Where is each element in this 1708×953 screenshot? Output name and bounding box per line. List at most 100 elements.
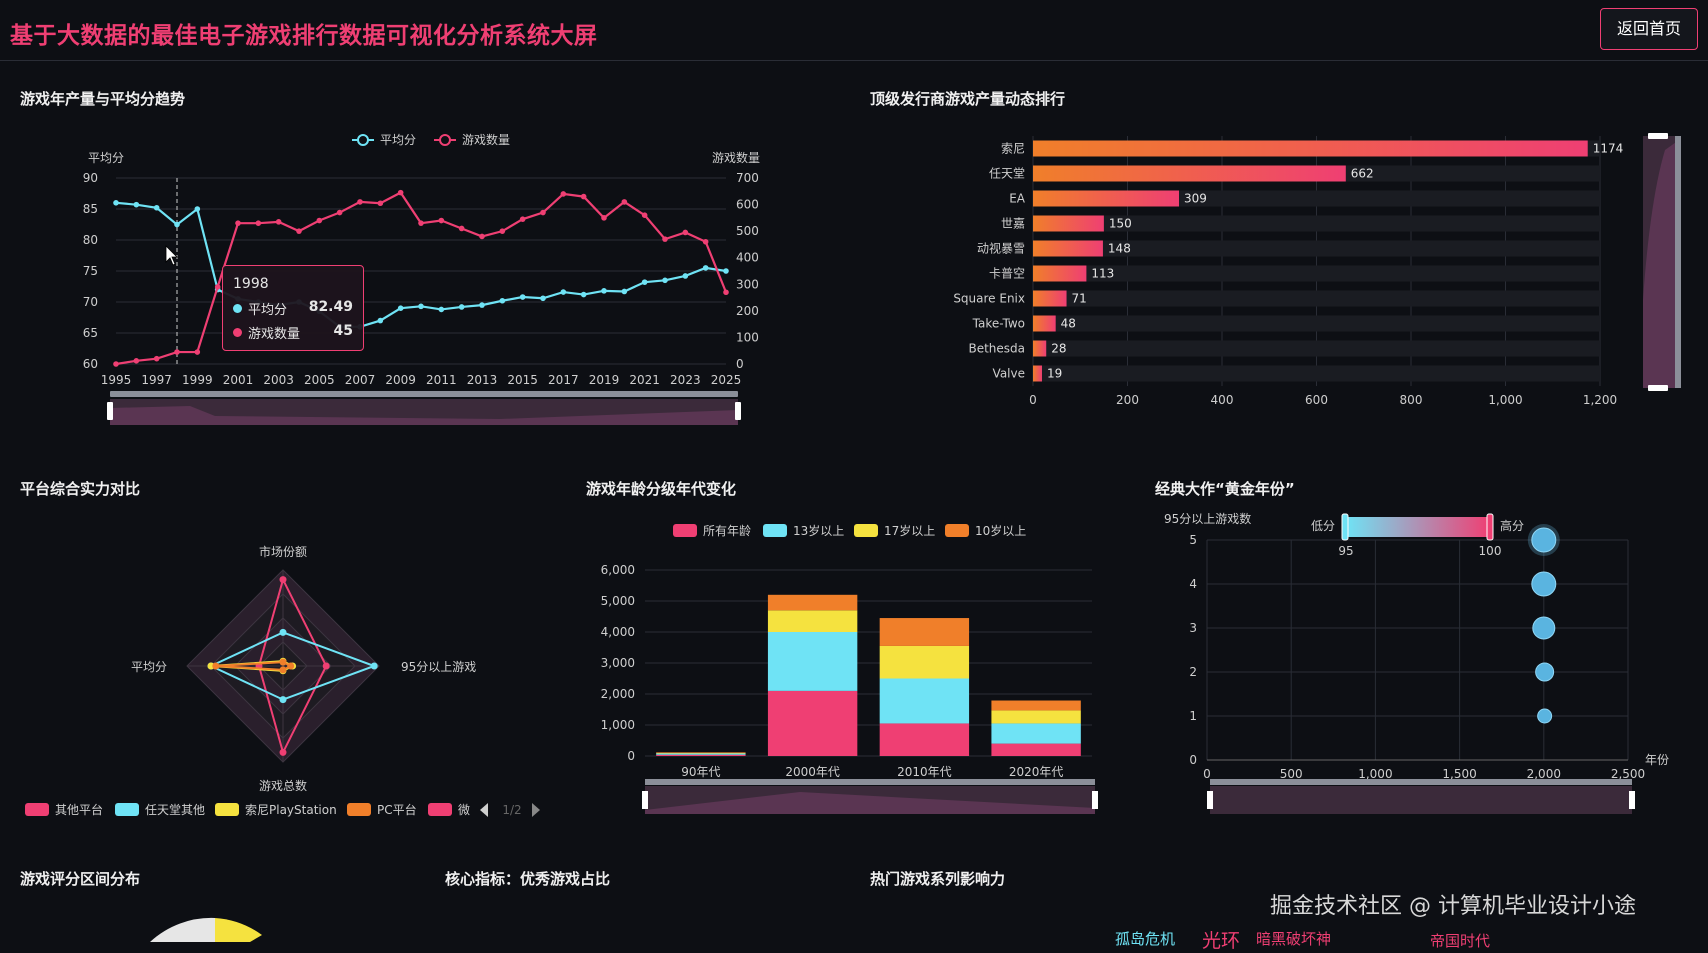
trend-y-right-tick: 500 (736, 224, 759, 238)
golden-point (1535, 662, 1555, 682)
trend-point (641, 212, 648, 218)
trend-x-tick: 2011 (426, 373, 457, 387)
radar-point (279, 666, 287, 674)
age-x-tick: 2020年代 (1009, 765, 1064, 779)
trend-point (702, 238, 709, 245)
golden-y-tick: 2 (1189, 665, 1197, 679)
age-y-tick: 5,000 (601, 594, 635, 608)
age-x-tick: 2010年代 (897, 765, 952, 779)
word-cloud-item[interactable]: 暗黑破坏神 (1256, 930, 1332, 948)
visual-map-bar (1346, 517, 1490, 537)
publisher-value-label: 150 (1109, 217, 1132, 231)
age-legend-label: 17岁以上 (884, 523, 935, 538)
trend-point (397, 305, 404, 312)
trend-point (418, 303, 424, 310)
age-y-tick: 1,000 (601, 718, 635, 732)
trend-zoom-handle (735, 402, 741, 420)
trend-x-tick: 1995 (101, 373, 132, 387)
trend-x-tick: 2005 (304, 373, 335, 387)
trend-point (153, 204, 160, 211)
trend-point (418, 220, 424, 226)
trend-panel-title: 游戏年产量与平均分趋势 (20, 90, 186, 108)
age-x-tick: 90年代 (681, 765, 720, 779)
radar-legend-swatch (215, 803, 239, 816)
golden-x-tick: 1,000 (1358, 767, 1392, 781)
golden-y-tick: 1 (1189, 709, 1197, 723)
trend-point (377, 200, 384, 207)
tooltip-row-name: 游戏数量 (248, 327, 301, 342)
publishers-panel-title: 顶级发行商游戏产量动态排行 (870, 90, 1066, 108)
age-stack-segment (767, 690, 858, 756)
visual-map-handle (1341, 513, 1349, 541)
publisher-x-tick: 1,200 (1583, 393, 1617, 407)
publisher-value-label: 28 (1051, 342, 1066, 356)
trend-point (275, 219, 282, 225)
publisher-zoom-bar (1675, 136, 1681, 388)
trend-point (560, 191, 567, 197)
trend-y-right-tick: 300 (736, 277, 759, 291)
radar-indicator-label: 95分以上游戏 (401, 660, 476, 674)
word-cloud-item[interactable]: 帝国时代 (1430, 932, 1491, 950)
publisher-value-label: 148 (1108, 242, 1131, 256)
publisher-x-tick: 1,000 (1488, 393, 1522, 407)
tooltip-row-score: 平均分 82.49 (233, 299, 353, 319)
publisher-zoom-handle (1648, 133, 1668, 139)
age-legend-label: 所有年龄 (703, 524, 751, 538)
publisher-value-label: 71 (1072, 292, 1087, 306)
radar-legend-label: 索尼PlayStation (245, 803, 337, 817)
publisher-value-label: 1174 (1593, 142, 1624, 156)
publisher-value-label: 662 (1351, 167, 1374, 181)
trend-point (499, 297, 506, 304)
radar-panel-title: 平台综合实力对比 (20, 480, 141, 498)
radar-legend-swatch (347, 803, 371, 816)
age-stack-segment (767, 594, 858, 611)
publisher-value-label: 113 (1091, 267, 1114, 281)
trend-legend-label: 游戏数量 (462, 132, 510, 147)
tooltip-row-count: 游戏数量 45 (233, 323, 353, 343)
publisher-bar-bg (1033, 265, 1600, 282)
mouse-cursor-icon (165, 245, 178, 266)
trend-zoom-bar (110, 391, 738, 397)
tooltip-row-name: 平均分 (248, 303, 288, 318)
word-cloud-item[interactable]: 光环 (1202, 930, 1241, 952)
publisher-x-tick: 200 (1116, 393, 1139, 407)
word-cloud-item[interactable]: 孤岛危机 (1115, 930, 1176, 948)
age-stack-segment (656, 753, 746, 755)
home-button[interactable]: 返回首页 (1600, 8, 1698, 50)
page-title: 基于大数据的最佳电子游戏排行数据可视化分析系统大屏 (10, 23, 598, 49)
trend-y-right-tick: 100 (736, 330, 759, 344)
age-stack-segment (991, 710, 1081, 724)
trend-point (296, 228, 302, 234)
trend-y-left-tick: 85 (83, 202, 98, 216)
publisher-bar (1033, 165, 1346, 182)
trend-point (723, 289, 729, 296)
publisher-x-tick: 800 (1400, 393, 1423, 407)
publisher-bar (1033, 215, 1104, 232)
publisher-x-tick: 400 (1211, 393, 1234, 407)
publisher-bar-bg (1033, 365, 1600, 382)
publisher-value-label: 48 (1061, 317, 1076, 331)
publisher-x-tick: 600 (1305, 393, 1328, 407)
trend-x-tick: 2019 (589, 373, 620, 387)
trend-point (357, 199, 363, 205)
trend-point (540, 209, 546, 216)
trend-tooltip: 1998 平均分 82.49 游戏数量 45 (222, 265, 364, 351)
age-panel-title: 游戏年龄分级年代变化 (586, 480, 737, 498)
trend-point (499, 228, 506, 234)
trend-point (479, 302, 485, 308)
age-stack-segment (656, 754, 746, 756)
visual-map-high-label: 高分 (1500, 518, 1524, 533)
publisher-zoom-handle (1648, 385, 1668, 391)
radar-legend-label: 微 (458, 803, 470, 817)
trend-y-left-tick: 80 (83, 233, 98, 247)
trend-point (519, 216, 526, 222)
trend-legend-marker (439, 134, 451, 146)
trend-y-left-tick: 75 (83, 264, 98, 278)
trend-x-tick: 2015 (507, 373, 538, 387)
trend-point (174, 221, 180, 228)
trend-series-line (115, 191, 728, 366)
publisher-bar-bg (1033, 290, 1600, 307)
trend-point (580, 291, 587, 298)
radar-indicator-label: 游戏总数 (259, 778, 307, 793)
